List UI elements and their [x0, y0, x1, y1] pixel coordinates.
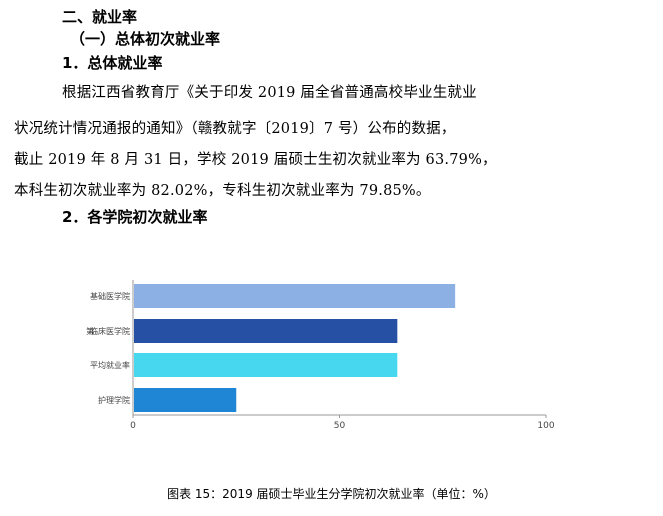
- x-tick-label-2: 50: [334, 421, 346, 431]
- subsection-heading: （一）总体初次就业率: [70, 30, 221, 48]
- paragraph-line-3: 截止 2019 年 8 月 31 日，学校 2019 届硕士生初次就业率为 63…: [14, 152, 497, 168]
- category-label-3: 平均就业率: [90, 360, 130, 370]
- x-tick-label-3: 100: [537, 421, 554, 431]
- chart-prefix-label: 第: [86, 326, 94, 336]
- paragraph-line-1: 根据江西省教育厅《关于印发 2019 届全省普通高校毕业生就业: [62, 85, 477, 101]
- x-tick-label-1: 0: [130, 421, 136, 431]
- bar-2: [134, 319, 398, 343]
- category-label-1: 基础医学院: [90, 291, 130, 301]
- figure-caption: 图表 15：2019 届硕士毕业生分学院初次就业率（单位：%）: [167, 487, 496, 501]
- paragraph-line-4: 本科生初次就业率为 82.02%，专科生初次就业率为 79.85%。: [14, 183, 431, 199]
- bar-4: [134, 388, 237, 412]
- category-label-2: 临床医学院: [90, 326, 130, 336]
- item2-heading: 2．各学院初次就业率: [62, 208, 208, 226]
- bar-3: [134, 353, 398, 377]
- bar-1: [134, 284, 456, 308]
- paragraph-line-2: 状况统计情况通报的通知》（赣教就字〔2019〕7 号）公布的数据，: [14, 121, 456, 137]
- section-heading: 二、就业率: [62, 8, 138, 26]
- item1-heading: 1．总体就业率: [62, 54, 163, 72]
- category-label-4: 护理学院: [98, 395, 130, 405]
